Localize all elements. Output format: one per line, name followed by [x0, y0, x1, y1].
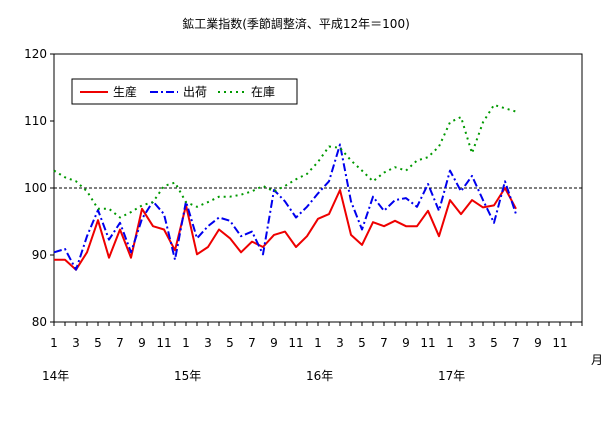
- x-tick-label: 11: [552, 336, 567, 350]
- y-tick-label: 120: [24, 47, 47, 61]
- legend: 生産 出荷 在庫: [71, 78, 298, 105]
- x-tick-label: 9: [534, 336, 542, 350]
- series-production-line: [54, 187, 517, 271]
- x-tick-label: 1: [182, 336, 190, 350]
- x-tick-label: 11: [288, 336, 303, 350]
- x-tick-label: 7: [248, 336, 256, 350]
- y-tick-label: 90: [32, 248, 47, 262]
- y-axis: 80 90 100 110 120: [24, 47, 54, 329]
- x-tick-label: 7: [512, 336, 520, 350]
- legend-box: [71, 78, 298, 105]
- y-tick-label: 80: [32, 315, 47, 329]
- x-tick-label: 7: [380, 336, 388, 350]
- x-tick-label: 7: [116, 336, 124, 350]
- chart-title: 鉱工業指数(季節調整済、平成12年＝100): [182, 16, 410, 31]
- year-label: 15年: [174, 369, 201, 383]
- x-tick-label: 3: [468, 336, 476, 350]
- x-tick-label: 9: [402, 336, 410, 350]
- year-label: 17年: [438, 369, 465, 383]
- x-tick-label: 1: [314, 336, 322, 350]
- x-tick-label: 5: [94, 336, 102, 350]
- x-axis-unit-label: 月: [591, 353, 603, 367]
- x-tick-label: 5: [490, 336, 498, 350]
- series-group: [53, 103, 517, 271]
- year-label: 14年: [42, 369, 69, 383]
- legend-label-inventory: 在庫: [251, 85, 275, 99]
- x-tick-label: 3: [72, 336, 80, 350]
- legend-label-production: 生産: [113, 84, 137, 99]
- y-tick-label: 110: [24, 114, 47, 128]
- year-label: 16年: [306, 369, 333, 383]
- x-tick-label: 5: [226, 336, 234, 350]
- series-shipment-line: [53, 143, 517, 271]
- x-tick-label: 3: [336, 336, 344, 350]
- x-tick-label: 3: [204, 336, 212, 350]
- y-tick-label: 100: [24, 181, 47, 195]
- x-tick-label: 5: [358, 336, 366, 350]
- x-tick-label: 1: [446, 336, 454, 350]
- legend-label-shipment: 出荷: [183, 85, 207, 99]
- x-tick-label: 9: [270, 336, 278, 350]
- x-tick-label: 11: [420, 336, 435, 350]
- x-tick-label: 1: [50, 336, 58, 350]
- x-tick-label: 11: [156, 336, 171, 350]
- x-tick-label: 9: [138, 336, 146, 350]
- series-inventory-line: [53, 103, 517, 219]
